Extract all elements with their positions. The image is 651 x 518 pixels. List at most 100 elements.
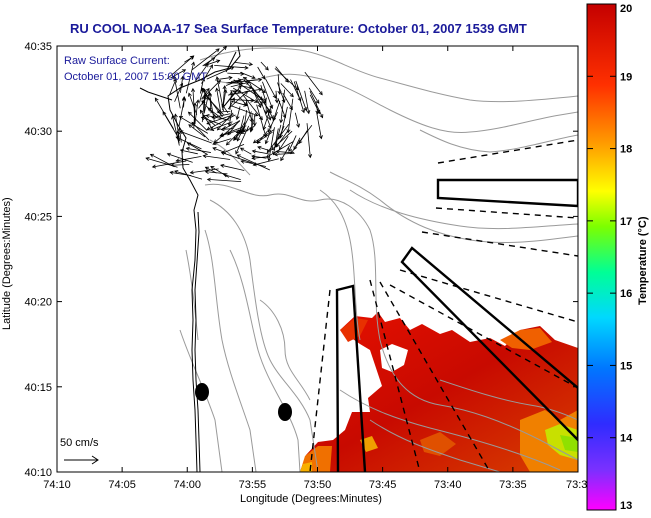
colorbar-tick-label: 13 [620, 500, 632, 512]
current-vector-head [274, 99, 279, 104]
current-vector-head [199, 109, 204, 114]
current-vector-head [271, 151, 276, 156]
current-vector-head [191, 61, 196, 66]
current-vector-head [202, 95, 207, 100]
current-vector-head [205, 87, 210, 93]
current-vector [225, 77, 247, 86]
current-vector [209, 93, 212, 114]
current-vector [267, 112, 278, 133]
current-vector [252, 150, 269, 155]
current-vector [174, 170, 203, 180]
current-vector-head [216, 59, 221, 64]
y-tick-label: 40:10 [24, 467, 52, 479]
colorbar-tick-label: 20 [620, 3, 632, 15]
current-vector [230, 100, 247, 106]
current-vector-head [227, 122, 232, 127]
current-vector-head [277, 135, 282, 140]
current-vector-head [186, 142, 191, 147]
current-vector [174, 83, 183, 102]
current-vector-head [205, 95, 210, 101]
current-vector-head [267, 109, 272, 114]
current-vector-head [318, 91, 323, 96]
current-vector-head [252, 139, 258, 144]
annotation-line-1: Raw Surface Current: [64, 55, 170, 67]
current-vector [304, 90, 310, 114]
current-vector [257, 146, 271, 152]
current-vector [169, 78, 177, 96]
current-vector-head [254, 112, 259, 117]
current-vector-head [216, 109, 221, 114]
sst-data-patch [300, 312, 578, 472]
current-vector-head [209, 64, 213, 69]
current-vector-head [219, 133, 224, 138]
current-vector-head [236, 154, 241, 159]
current-vector-head [256, 139, 261, 145]
current-vector-head [237, 89, 242, 94]
x-tick-label: 74:10 [43, 479, 71, 491]
current-vector [217, 112, 234, 131]
current-vector-head [308, 154, 313, 159]
current-vector-head [252, 122, 257, 127]
current-vector-head [201, 77, 206, 82]
current-vector-head [264, 110, 269, 115]
current-vector-head [289, 93, 294, 98]
current-vector [276, 150, 293, 154]
current-vector [295, 80, 307, 111]
x-tick-label: 73:45 [369, 479, 397, 491]
current-vector-head [209, 127, 215, 131]
current-vector [219, 129, 240, 137]
current-vector [298, 130, 308, 144]
current-vector [185, 62, 195, 94]
current-vector-head [215, 76, 220, 81]
current-vector-head [206, 177, 211, 182]
current-vector [195, 63, 209, 82]
current-vector [198, 99, 206, 109]
current-vector-head [231, 97, 235, 102]
current-vector-head [180, 75, 185, 81]
current-vector-head [211, 57, 216, 62]
current-vector [171, 164, 190, 166]
current-vector-head [301, 108, 306, 114]
current-vector-head [179, 82, 184, 87]
current-vector-head [207, 92, 212, 97]
current-vector-head [272, 117, 277, 122]
current-vector [150, 153, 172, 166]
current-vector-head [258, 77, 263, 82]
current-vector-head [273, 152, 278, 157]
current-vector [210, 166, 230, 178]
current-vector-head [250, 98, 255, 103]
current-vector-head [269, 104, 274, 110]
current-vector-head [251, 149, 256, 154]
current-vector [280, 83, 294, 97]
current-vector-head [264, 66, 269, 71]
current-vector [221, 103, 229, 114]
current-vector [235, 92, 248, 106]
current-vector-head [225, 141, 230, 146]
current-vector [240, 125, 255, 134]
current-vector [248, 80, 262, 108]
current-vector-head [251, 75, 256, 80]
current-vector [221, 152, 253, 164]
colorbar-tick-label: 15 [620, 360, 632, 372]
current-vector [316, 112, 322, 139]
current-vector [199, 77, 205, 94]
current-vector-head [233, 136, 238, 141]
current-vector-head [279, 119, 284, 124]
colorbar-tick-label: 18 [620, 144, 632, 156]
current-vector [237, 154, 271, 171]
current-vector-head [175, 158, 180, 163]
current-vector-head [248, 85, 253, 90]
current-vector-head [174, 169, 179, 174]
colorbar-ticks: 20 19 18 17 16 15 14 13 [587, 3, 633, 512]
scale-label: 50 cm/s [60, 437, 99, 449]
current-vector-head [222, 46, 228, 51]
current-vector-head [201, 99, 206, 104]
current-vector [275, 90, 278, 103]
scale-arrow-icon [64, 455, 99, 465]
current-vector-head [257, 145, 262, 150]
current-vector-head [272, 94, 277, 99]
current-vector-head [220, 163, 225, 168]
current-vector [188, 124, 206, 138]
current-vector [194, 100, 199, 125]
current-vector [309, 94, 320, 114]
